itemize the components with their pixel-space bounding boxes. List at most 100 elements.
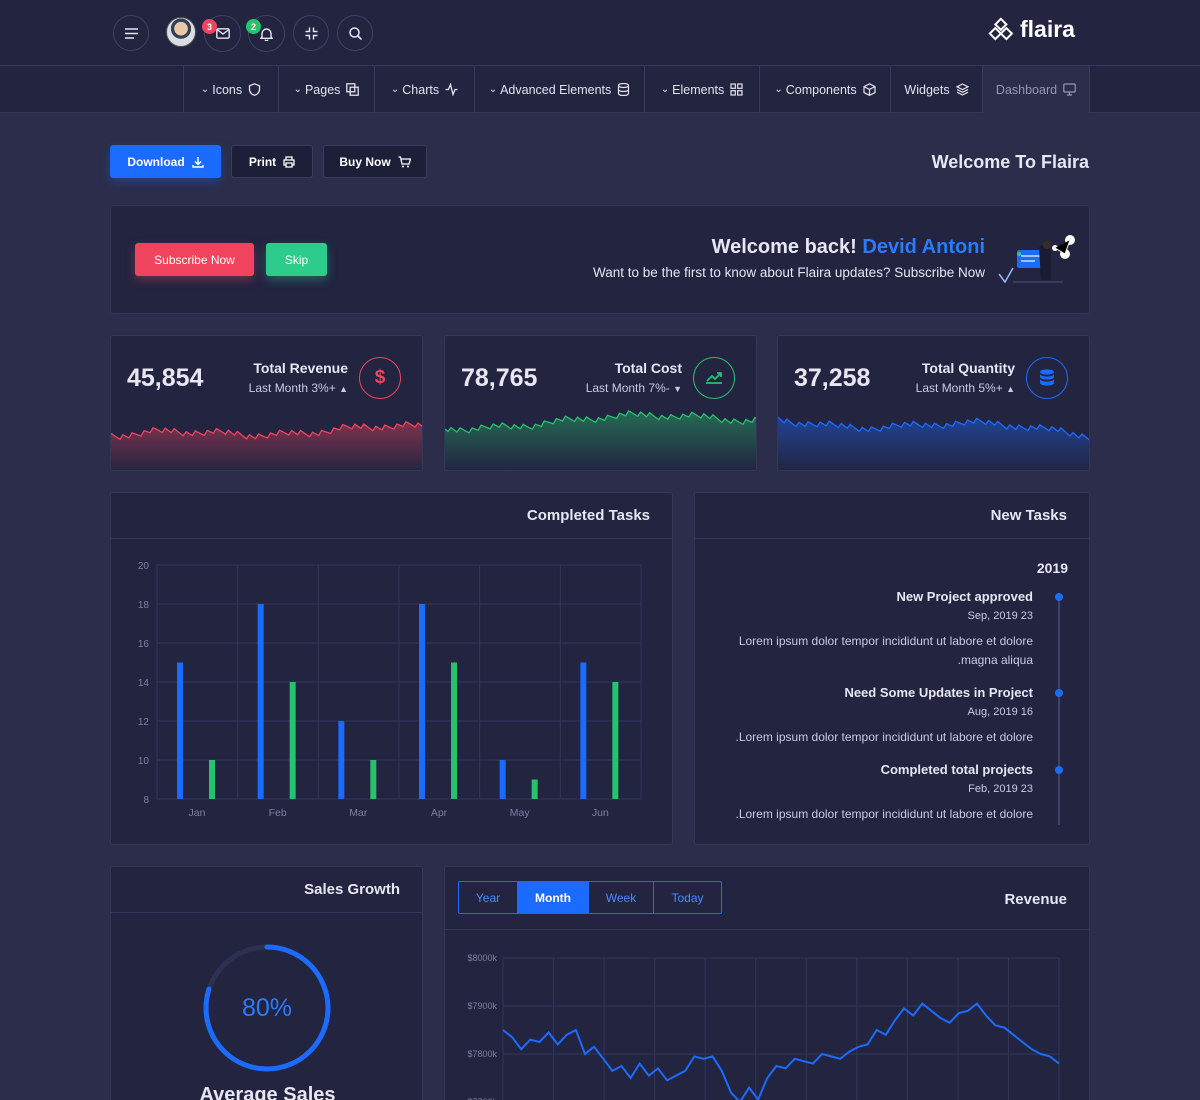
bar <box>177 662 183 799</box>
x-tick-label: Jun <box>592 807 609 819</box>
stat-sub: Last Month 3%+ ▲ <box>249 381 348 395</box>
sales-growth-card: Sales Growth 80% Average Sales <box>110 866 423 1100</box>
menu-toggle-button[interactable] <box>113 15 149 51</box>
mail-count-badge: 3 <box>202 19 217 34</box>
stat-label: Total Cost <box>614 360 682 376</box>
search-icon <box>348 26 362 40</box>
user-avatar[interactable] <box>166 17 196 47</box>
dollar-icon: $ <box>374 367 386 388</box>
buy-now-button[interactable]: Buy Now <box>323 145 427 178</box>
tab-today[interactable]: Today <box>653 881 722 914</box>
x-tick-label: Jan <box>189 807 206 819</box>
stat-value: 45,854 <box>127 364 204 392</box>
buy-now-label: Buy Now <box>339 154 391 169</box>
task-description: Lorem ipsum dolor tempor incididunt ut l… <box>703 632 1033 670</box>
shield-icon <box>248 83 261 96</box>
stat-icon-wrap <box>1026 357 1068 399</box>
database-icon <box>1040 369 1054 386</box>
bar <box>531 779 538 799</box>
welcome-heading: Welcome back! Devid Antoni <box>712 236 985 259</box>
mail-button[interactable] <box>204 15 241 52</box>
notifications-button[interactable] <box>248 15 285 52</box>
card-title: Sales Growth <box>111 867 422 913</box>
subscribe-now-button[interactable]: Subscribe Now <box>135 243 254 276</box>
main-nav: ⌄ Icons ⌄ Pages ⌄ Charts ⌄ Advanced Elem… <box>0 66 1200 113</box>
print-label: Print <box>248 154 277 169</box>
task-title[interactable]: Need Some Updates in Project <box>844 685 1033 700</box>
nav-label: Pages <box>304 82 341 97</box>
completed-tasks-chart: 8 10 12 14 16 18 20 Jan Feb Mar Apr May Jun <box>138 561 642 819</box>
y-tick-label: 10 <box>138 756 150 767</box>
bell-icon <box>260 27 273 41</box>
stat-icon-wrap <box>693 357 735 399</box>
search-button[interactable] <box>337 15 373 51</box>
nav-item-widgets[interactable]: Widgets <box>890 66 982 113</box>
stat-value: 78,765 <box>461 364 538 392</box>
tab-month[interactable]: Month <box>517 881 589 914</box>
fullscreen-button[interactable] <box>293 15 329 51</box>
completed-tasks-card: Completed Tasks 8 10 12 14 16 18 20 Jan Feb Mar Ap… <box>110 492 673 845</box>
bar <box>338 721 345 799</box>
stat-value: 37,258 <box>794 364 871 392</box>
sparkline-line <box>778 416 1089 441</box>
chevron-down-icon: ⌄ <box>774 84 783 95</box>
bar <box>209 760 215 799</box>
database-icon <box>618 83 630 96</box>
caret-down-icon: ▼ <box>673 384 682 394</box>
activity-icon <box>445 83 458 96</box>
task-description: .Lorem ipsum dolor tempor incididunt ut … <box>735 730 1034 744</box>
task-description-line: .magna aliqua <box>957 653 1033 667</box>
stat-change: Last Month 7%- <box>585 381 670 395</box>
chevron-down-icon: ⌄ <box>293 84 302 95</box>
download-button[interactable]: Download <box>110 145 221 178</box>
print-button[interactable]: Print <box>231 145 313 178</box>
welcome-user-name: Devid Antoni <box>862 236 985 258</box>
sparkline-area <box>778 417 1089 470</box>
sparkline-line <box>111 420 422 441</box>
nav-label: Charts <box>402 82 440 97</box>
tab-week[interactable]: Week <box>588 881 654 914</box>
task-description: .Lorem ipsum dolor tempor incididunt ut … <box>735 807 1034 821</box>
layers-icon <box>955 83 969 96</box>
nav-item-pages[interactable]: ⌄ Pages <box>278 66 374 113</box>
task-date: Aug, 2019 16 <box>967 706 1033 718</box>
nav-item-advanced-elements[interactable]: ⌄ Advanced Elements <box>474 66 644 113</box>
x-tick-label: Feb <box>269 807 287 819</box>
nav-label: Dashboard <box>995 82 1058 97</box>
task-title[interactable]: New Project approved <box>896 589 1033 604</box>
stat-sub: Last Month 7%- ▼ <box>586 381 682 395</box>
nav-item-components[interactable]: ⌄ Components <box>759 66 890 113</box>
nav-item-elements[interactable]: ⌄ Elements <box>644 66 759 113</box>
y-tick-label: 8 <box>143 795 149 806</box>
x-tick-label: Apr <box>431 807 448 819</box>
x-tick-label: May <box>510 807 531 819</box>
timeline-year: 2019 <box>1036 560 1068 576</box>
sales-growth-gauge <box>203 944 331 1072</box>
cart-icon <box>398 155 411 167</box>
nav-item-dashboard[interactable]: Dashboard <box>982 66 1090 113</box>
printer-icon <box>283 155 295 168</box>
nav-item-charts[interactable]: ⌄ Charts <box>374 66 474 113</box>
logo-text: flaira <box>1020 16 1075 42</box>
welcome-message: Want to be the first to know about Flair… <box>593 265 985 280</box>
sparkline-area <box>111 421 422 470</box>
y-tick-label: 20 <box>138 561 150 572</box>
top-bar: 3 2 flaira <box>0 0 1200 66</box>
skip-button[interactable]: Skip <box>266 243 327 276</box>
bar <box>289 682 296 799</box>
task-date: Feb, 2019 23 <box>968 783 1033 795</box>
card-title: New Tasks <box>695 493 1089 539</box>
chevron-down-icon: ⌄ <box>660 84 670 95</box>
sales-growth-percent: 80% <box>241 994 293 1022</box>
welcome-greeting: Welcome back! <box>711 236 857 258</box>
brand-logo[interactable]: flaira <box>988 16 1075 43</box>
quantity-sparkline <box>778 416 1089 470</box>
new-tasks-card: New Tasks 2019 New Project approved Sep,… <box>694 492 1090 845</box>
menu-icon <box>124 27 138 39</box>
download-icon <box>191 156 204 168</box>
task-title[interactable]: Completed total projects <box>880 762 1033 777</box>
chevron-down-icon: ⌄ <box>390 84 400 95</box>
tab-year[interactable]: Year <box>458 881 518 914</box>
y-tick-label: 18 <box>138 600 150 611</box>
nav-item-icons[interactable]: ⌄ Icons <box>183 66 278 113</box>
